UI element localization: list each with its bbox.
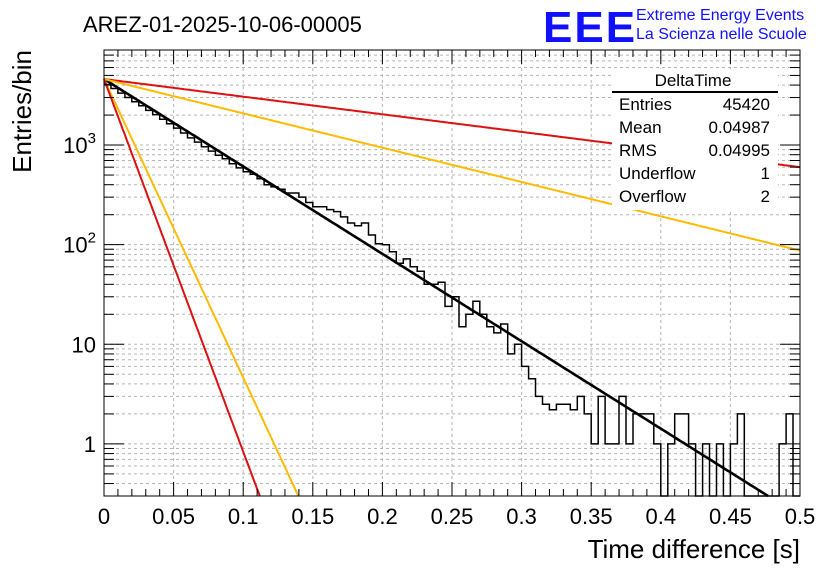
curve-fast-red	[103, 78, 261, 497]
x-tick-label: 0.5	[785, 504, 816, 529]
org-subtitle: La Scienza nelle Scuole	[636, 26, 807, 43]
stats-label: Overflow	[619, 187, 687, 206]
x-axis-label: Time difference [s]	[588, 534, 800, 564]
y-tick-label: 103	[63, 130, 96, 158]
x-tick-label: 0.2	[367, 504, 398, 529]
x-tick-label: 0	[98, 504, 110, 529]
curve-fast-orange	[103, 78, 300, 497]
y-tick-label: 10	[72, 332, 96, 357]
stats-title: DeltaTime	[655, 71, 732, 90]
x-tick-label: 0.35	[570, 504, 613, 529]
y-axis-label: Entries/bin	[7, 50, 37, 173]
histogram-outline	[104, 83, 800, 497]
y-tick-label: 1	[84, 432, 96, 457]
y-tick-label: 102	[63, 230, 96, 258]
stats-value: 0.04995	[709, 141, 770, 160]
stats-value: 1	[761, 164, 770, 183]
stats-label: Entries	[619, 95, 672, 114]
stats-value: 2	[761, 187, 770, 206]
stats-value: 0.04987	[709, 118, 770, 137]
x-tick-label: 0.45	[709, 504, 752, 529]
x-tick-label: 0.05	[152, 504, 195, 529]
axes: 0 0.05 0.1 0.15 0.2 0.25 0.3 0.35 0.4 0.45 0.5 1 10 1…	[63, 49, 816, 529]
x-tick-label: 0.3	[506, 504, 537, 529]
x-tick-label: 0.4	[646, 504, 677, 529]
histogram	[104, 83, 800, 497]
chart-title: AREZ-01-2025-10-06-00005	[83, 12, 362, 37]
grid	[104, 49, 800, 497]
x-tick-label: 0.1	[228, 504, 259, 529]
curve-slow-orange	[103, 78, 801, 252]
stats-label: RMS	[619, 141, 657, 160]
stats-label: Underflow	[619, 164, 696, 183]
x-tick-label: 0.15	[291, 504, 334, 529]
stats-label: Mean	[619, 118, 662, 137]
eee-logo: EEE	[543, 3, 637, 52]
org-name: Extreme Energy Events	[636, 7, 804, 24]
stats-box: DeltaTime Entries 45420 Mean 0.04987 RMS…	[612, 69, 778, 210]
curve-fit	[103, 77, 769, 498]
stats-value: 45420	[723, 95, 770, 114]
x-tick-label: 0.25	[431, 504, 474, 529]
